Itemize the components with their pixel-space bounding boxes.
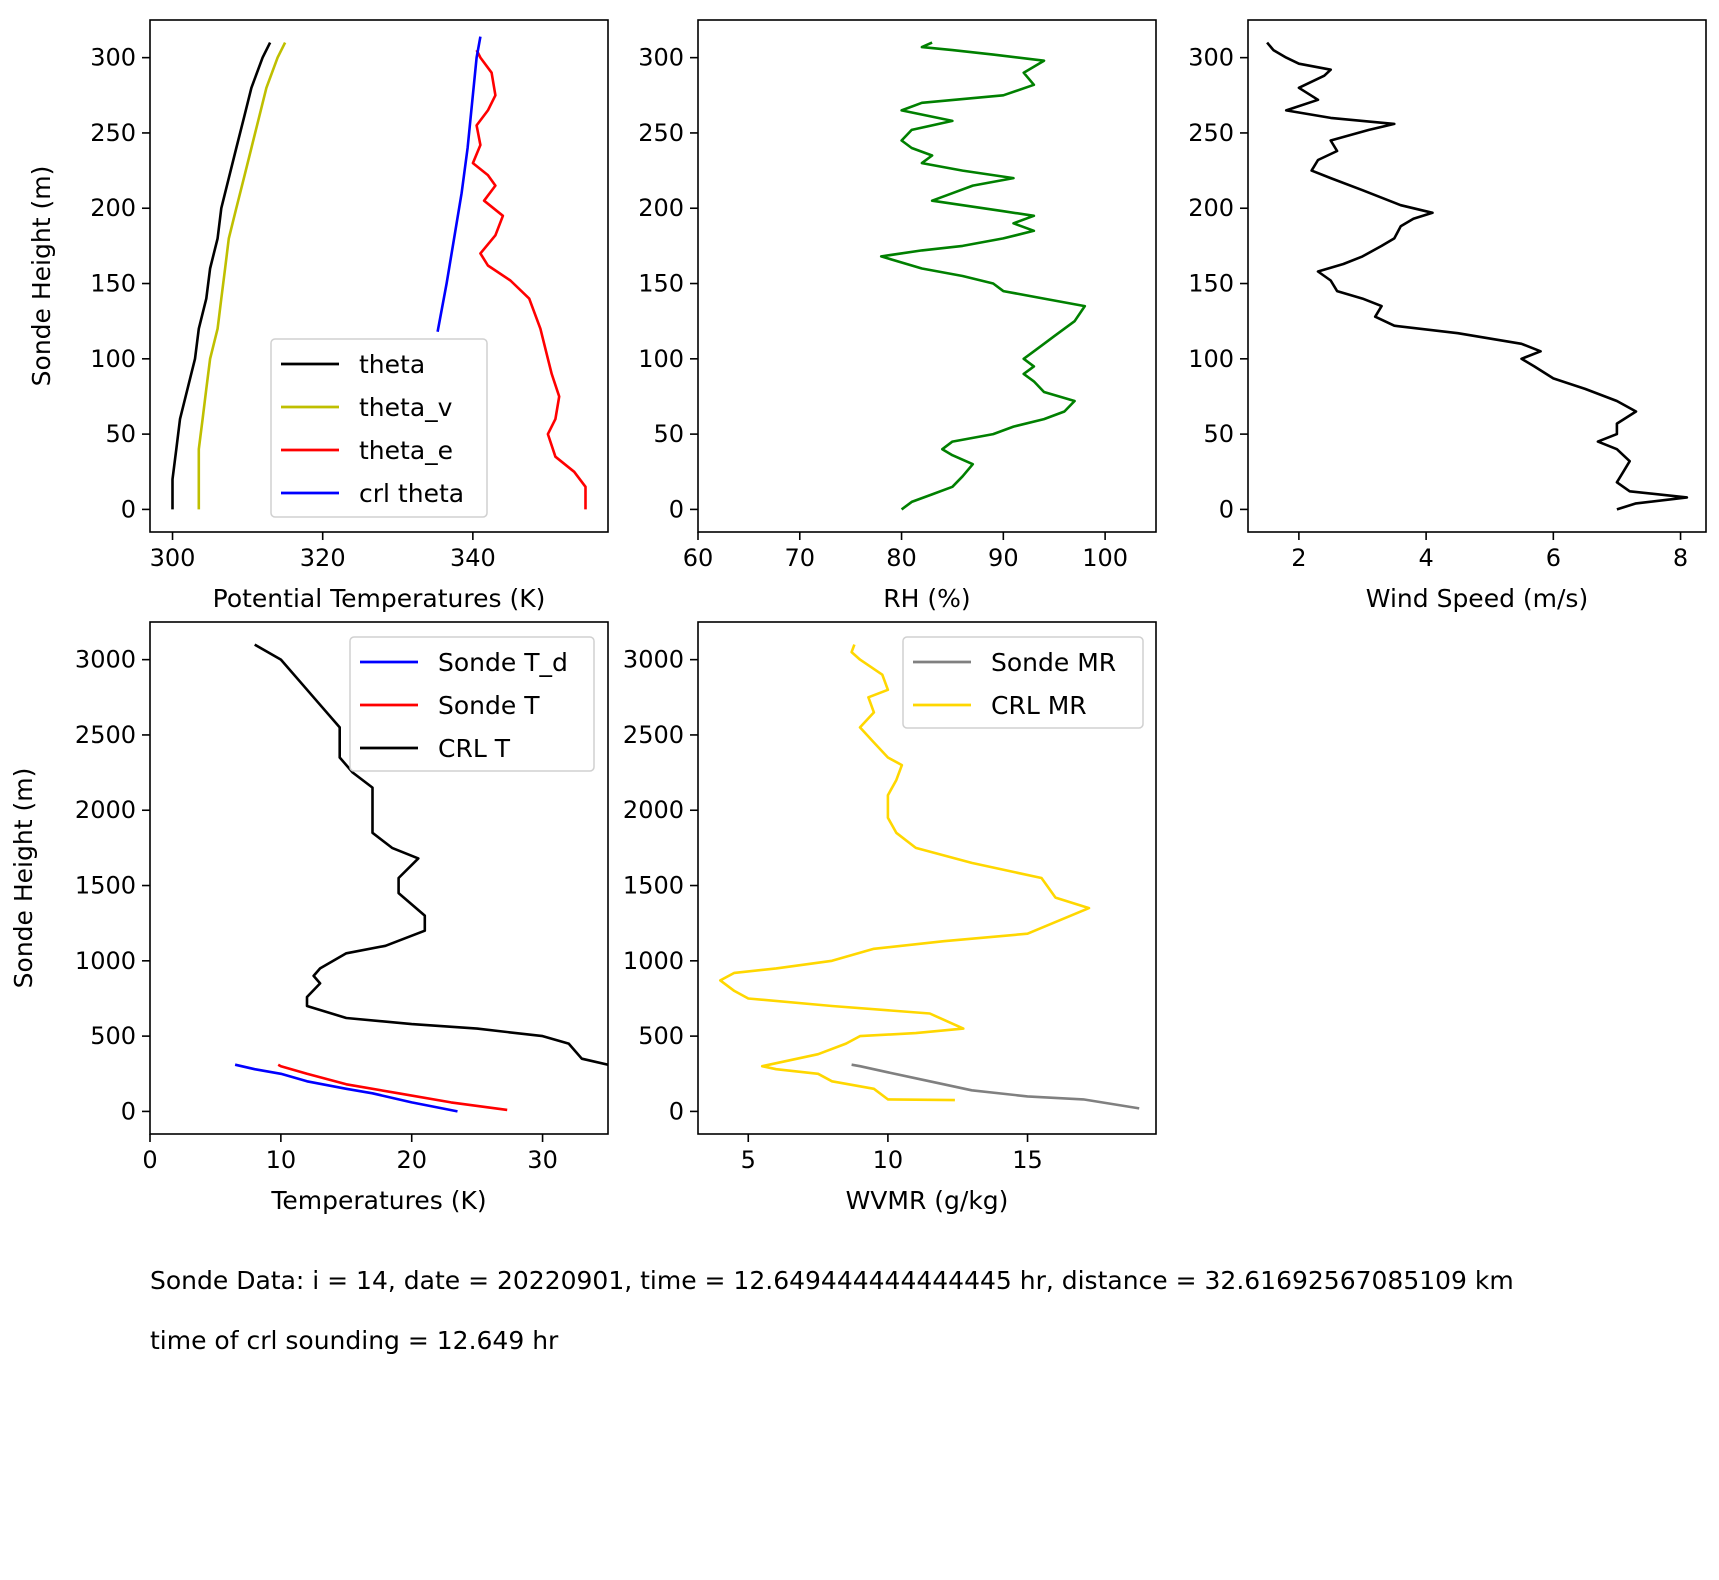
y-tick-label: 150 [90, 270, 136, 298]
y-tick-label: 2500 [623, 721, 684, 749]
y-tick-label: 150 [638, 270, 684, 298]
series-line-theta-e [471, 49, 587, 510]
sonde-data-note: Sonde Data: i = 14, date = 20220901, tim… [150, 1266, 1514, 1295]
y-tick-label: 500 [638, 1022, 684, 1050]
x-tick-label: 340 [450, 544, 496, 572]
y-tick-label: 250 [90, 119, 136, 147]
axes-frame [697, 19, 1157, 533]
x-tick-label: 30 [527, 1146, 558, 1174]
y-tick-label: 1000 [75, 947, 136, 975]
y-axis-label: Sonde Height (m) [9, 768, 38, 989]
x-axis-label: RH (%) [883, 584, 970, 613]
x-axis-label: Temperatures (K) [270, 1186, 486, 1215]
y-tick-label: 100 [90, 345, 136, 373]
x-tick-label: 300 [150, 544, 196, 572]
x-axis-label: WVMR (g/kg) [846, 1186, 1009, 1215]
y-tick-label: 200 [1188, 194, 1234, 222]
x-tick-label: 20 [396, 1146, 427, 1174]
y-tick-label: 2000 [623, 796, 684, 824]
panel-2: 60 70 80 90 100 0 50 100 150 200 250 300 RH (%) [638, 19, 1157, 613]
y-tick-label: 200 [638, 194, 684, 222]
x-tick-label: 0 [142, 1146, 157, 1174]
y-tick-label: 50 [1203, 420, 1234, 448]
x-tick-label: 15 [1012, 1146, 1043, 1174]
y-tick-label: 0 [121, 495, 136, 523]
y-tick-label: 300 [1188, 44, 1234, 72]
y-tick-label: 0 [1219, 495, 1234, 523]
y-tick-label: 250 [638, 119, 684, 147]
y-tick-label: 50 [105, 420, 136, 448]
legend-label: crl theta [359, 479, 464, 508]
series-line-2-1 [879, 41, 1087, 511]
legend-label: CRL MR [991, 691, 1087, 720]
x-tick-label: 5 [741, 1146, 756, 1174]
crl-time-note: time of crl sounding = 12.649 hr [150, 1326, 559, 1355]
y-tick-label: 50 [653, 420, 684, 448]
legend-label: Sonde T_d [438, 648, 568, 677]
panel-3: 2 4 6 8 0 50 100 150 200 250 300 Wind Speed (m/s) [1188, 19, 1707, 613]
y-tick-label: 0 [669, 1097, 684, 1125]
x-tick-label: 4 [1418, 544, 1433, 572]
axes-frame [149, 621, 609, 1135]
y-tick-label: 100 [1188, 345, 1234, 373]
legend-label: CRL T [438, 734, 511, 763]
series-line-crl-mr [719, 644, 1091, 1102]
axes-frame [697, 621, 1157, 1135]
y-tick-label: 3000 [623, 646, 684, 674]
x-tick-label: 70 [785, 544, 816, 572]
panel-5: 5 10 15 0 500 1000 1500 2000 2500 3000 WVMR (g/kg)… [623, 621, 1157, 1215]
x-axis-label: Potential Temperatures (K) [213, 584, 546, 613]
axes-frame [149, 19, 609, 533]
y-tick-label: 1000 [623, 947, 684, 975]
x-tick-label: 8 [1673, 544, 1688, 572]
legend-label: theta_v [359, 393, 453, 422]
x-tick-label: 320 [300, 544, 346, 572]
x-tick-label: 80 [886, 544, 917, 572]
x-tick-label: 10 [873, 1146, 904, 1174]
x-axis-label: Wind Speed (m/s) [1366, 584, 1588, 613]
legend-box [270, 338, 488, 518]
y-tick-label: 200 [90, 194, 136, 222]
x-tick-label: 100 [1082, 544, 1128, 572]
series-line-sonde-mr [851, 1063, 1140, 1110]
x-tick-label: 10 [266, 1146, 297, 1174]
legend-label: theta_e [359, 436, 453, 465]
panel-4: 0 10 20 30 0 500 1000 1500 2000 2500 3000 Temperatu… [9, 621, 609, 1215]
y-tick-label: 2000 [75, 796, 136, 824]
y-tick-label: 100 [638, 345, 684, 373]
y-tick-label: 150 [1188, 270, 1234, 298]
y-tick-label: 1500 [623, 872, 684, 900]
series-line-crl-theta [436, 36, 482, 332]
axes-frame [1247, 19, 1707, 533]
panel-1: 300 320 340 0 50 100 150 200 250 300 Potential Tem… [27, 19, 609, 613]
x-tick-label: 6 [1546, 544, 1561, 572]
series-line-sonde-t [277, 1063, 508, 1112]
y-tick-label: 300 [638, 44, 684, 72]
series-line-crl-t [254, 643, 608, 1066]
y-tick-label: 500 [90, 1022, 136, 1050]
legend-label: Sonde T [438, 691, 540, 720]
legend-label: Sonde MR [991, 648, 1116, 677]
x-tick-label: 90 [988, 544, 1019, 572]
y-tick-label: 0 [669, 495, 684, 523]
y-tick-label: 250 [1188, 119, 1234, 147]
y-tick-label: 3000 [75, 646, 136, 674]
series-line-theta-v [197, 42, 287, 510]
y-tick-label: 1500 [75, 872, 136, 900]
y-tick-label: 300 [90, 44, 136, 72]
x-tick-label: 2 [1291, 544, 1306, 572]
y-tick-label: 2500 [75, 721, 136, 749]
series-line-theta [171, 42, 272, 510]
y-tick-label: 0 [121, 1097, 136, 1125]
series-line-3-1 [1266, 41, 1689, 511]
series-line-sonde-t-d [234, 1063, 458, 1113]
legend-box [349, 636, 595, 772]
y-axis-label: Sonde Height (m) [27, 166, 56, 387]
legend: Sonde T_d Sonde T CRL T [349, 636, 595, 772]
legend-label: theta [359, 350, 425, 379]
legend: Sonde MR CRL MR [902, 636, 1144, 729]
x-tick-label: 60 [683, 544, 714, 572]
